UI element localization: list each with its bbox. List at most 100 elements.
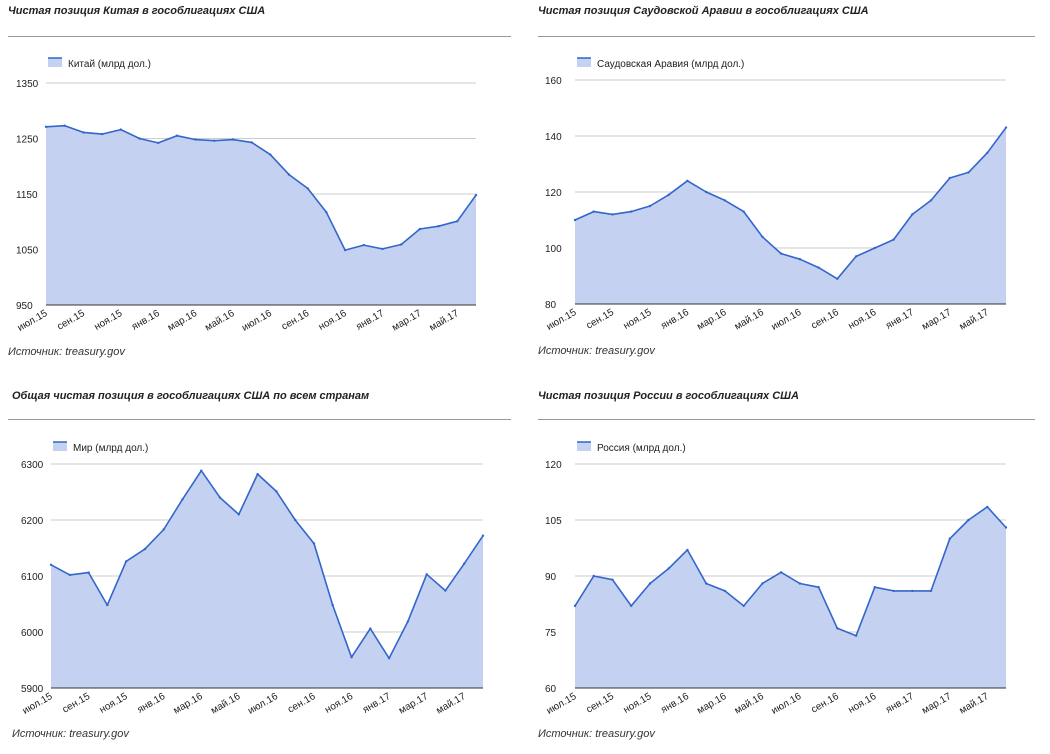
data-point — [592, 210, 595, 213]
y-tick-label: 90 — [545, 572, 557, 583]
y-tick-label: 1050 — [16, 246, 39, 257]
y-tick-label: 1350 — [16, 79, 39, 90]
data-point — [761, 582, 764, 585]
data-point — [124, 560, 128, 563]
data-point — [630, 604, 633, 608]
data-point — [892, 238, 895, 241]
data-point — [474, 193, 478, 197]
chart-panel-russia: Чистая позиция России в гособлигациях СШ… — [530, 382, 1045, 753]
data-point — [836, 627, 839, 630]
data-point — [873, 246, 876, 250]
y-tick-label: 6300 — [21, 460, 44, 471]
x-tick-label: сен.16 — [280, 308, 312, 333]
data-point — [948, 537, 951, 540]
x-tick-label: сен.15 — [61, 691, 93, 716]
x-tick-label: янв.17 — [884, 691, 916, 716]
data-point — [667, 193, 670, 196]
data-point — [986, 505, 989, 509]
data-point — [418, 227, 422, 231]
y-tick-label: 100 — [545, 244, 562, 255]
x-tick-label: май.17 — [958, 307, 992, 333]
x-tick-label: янв.16 — [136, 691, 168, 716]
data-point — [686, 548, 689, 552]
legend-swatch — [577, 58, 591, 67]
series-line — [574, 127, 1007, 280]
series-line — [50, 469, 484, 660]
chart-panel-saudi: Чистая позиция Саудовской Аравии в гособ… — [530, 0, 1045, 370]
legend-label: Россия (млрд дол.) — [597, 443, 686, 454]
legend: Саудовская Аравия (млрд дол.) — [577, 57, 744, 70]
data-point — [573, 218, 577, 222]
x-tick-label: июл.16 — [240, 308, 274, 334]
data-point — [256, 472, 259, 476]
chart-svg-world: Мир (млрд дол.) 6300 6200 6100 6000 5900 июл.1… — [21, 441, 485, 717]
data-point — [406, 620, 410, 623]
chart-title: Общая чистая позиция в гособлигациях США… — [12, 390, 370, 402]
data-point — [106, 603, 109, 607]
data-point — [437, 225, 440, 228]
legend-label: Мир (млрд дол.) — [73, 443, 148, 454]
data-point — [1004, 526, 1008, 529]
data-point — [63, 124, 66, 127]
data-point — [761, 235, 764, 238]
y-tick-label: 160 — [545, 76, 562, 87]
data-point — [986, 151, 989, 154]
data-point — [306, 187, 309, 190]
x-tick-label: сен.16 — [286, 691, 318, 716]
data-point — [294, 518, 297, 522]
data-point — [287, 173, 291, 176]
y-tick-label: 950 — [16, 301, 33, 312]
data-point — [362, 243, 365, 247]
y-tick-label: 5900 — [21, 684, 44, 695]
x-tick-label: янв.16 — [130, 308, 162, 333]
x-tick-label: ноя.15 — [92, 308, 124, 333]
source-note: Источник: treasury.gov — [8, 346, 125, 358]
data-point — [742, 210, 745, 213]
x-tick-label: сен.15 — [55, 308, 87, 333]
legend-swatch — [577, 442, 591, 451]
y-tick-label: 6000 — [21, 628, 44, 639]
x-tick-label: ноя.16 — [323, 691, 355, 716]
data-point — [100, 132, 104, 136]
y-tick-label: 75 — [545, 628, 557, 639]
x-tick-label: ноя.15 — [622, 691, 654, 716]
chart-svg-saudi: Саудовская Аравия (млрд дол.) 160 140 120 10… — [545, 57, 1008, 333]
data-point — [948, 176, 951, 180]
y-tick-label: 1250 — [16, 135, 39, 146]
data-point — [381, 247, 384, 251]
x-tick-label: мар.17 — [920, 307, 954, 333]
x-tick-label: сен.16 — [809, 691, 841, 716]
data-point — [705, 582, 708, 585]
legend-swatch — [48, 58, 62, 67]
data-point — [817, 266, 820, 269]
y-tick-label: 60 — [545, 684, 557, 695]
data-point — [68, 573, 72, 577]
x-tick-label: май.16 — [209, 691, 243, 717]
x-tick-label: ноя.16 — [317, 308, 349, 333]
source-note: Источник: treasury.gov — [538, 345, 655, 357]
data-point — [387, 657, 391, 660]
x-tick-label: ноя.15 — [622, 307, 654, 332]
chart-panel-china: Чистая позиция Китая в гособлигациях США… — [0, 0, 520, 370]
x-tick-label: мар.16 — [695, 307, 729, 333]
x-tick-label: июл.16 — [246, 691, 280, 717]
source-note: Источник: treasury.gov — [538, 728, 655, 740]
data-point — [425, 573, 428, 576]
legend: Мир (млрд дол.) — [53, 441, 148, 454]
chart-panel-world: Общая чистая позиция в гособлигациях США… — [0, 382, 520, 753]
data-point — [343, 248, 347, 252]
data-point — [929, 589, 933, 593]
data-point — [967, 171, 970, 174]
data-point — [369, 627, 372, 630]
legend-label: Китай (млрд дол.) — [68, 59, 151, 70]
x-tick-label: июл.16 — [770, 307, 804, 333]
data-point — [742, 604, 745, 608]
data-point — [157, 141, 160, 145]
x-tick-label: янв.17 — [884, 307, 916, 332]
x-tick-label: мар.16 — [695, 691, 729, 717]
data-point — [218, 496, 222, 499]
data-point — [911, 213, 914, 216]
x-tick-label: янв.16 — [659, 691, 691, 716]
data-point — [779, 252, 783, 255]
